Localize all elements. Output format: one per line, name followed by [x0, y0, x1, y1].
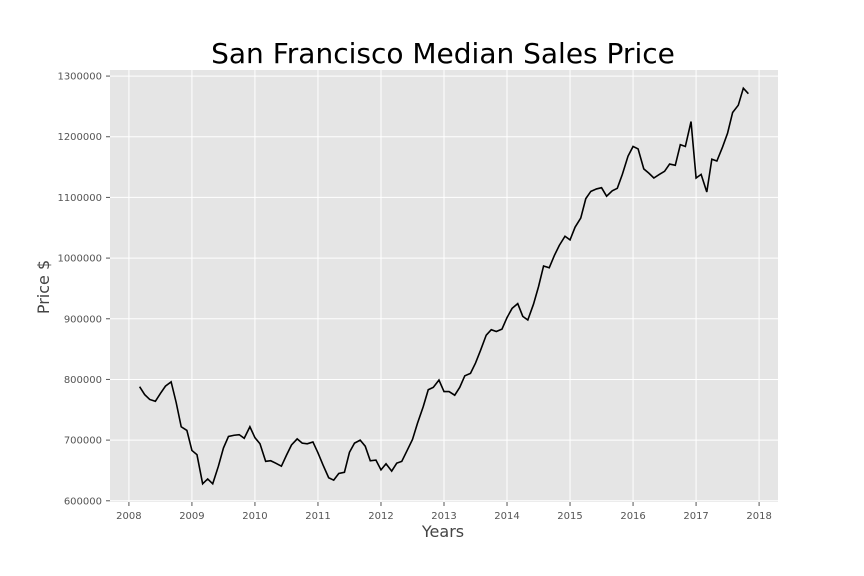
- x-tick-label: 2018: [746, 511, 771, 522]
- y-tick-label: 800000: [64, 375, 102, 386]
- x-tick-label: 2013: [431, 511, 456, 522]
- x-tick-label: 2017: [683, 511, 708, 522]
- y-axis-label: Price $: [34, 260, 53, 314]
- y-axis: 600000 700000 800000 900000 1000000 1100000 12…: [57, 72, 110, 507]
- x-axis: 2008 2009 2010 2011 2012 2013 2014 2015 2016 2017…: [116, 502, 772, 522]
- x-tick-label: 2009: [179, 511, 204, 522]
- y-tick-label: 900000: [64, 314, 102, 325]
- x-tick-label: 2010: [242, 511, 267, 522]
- grid-lines: [110, 70, 778, 502]
- x-tick-label: 2008: [116, 511, 141, 522]
- x-tick-label: 2016: [620, 511, 645, 522]
- x-tick-label: 2012: [368, 511, 393, 522]
- y-tick-label: 1200000: [57, 132, 102, 143]
- x-tick-label: 2015: [557, 511, 582, 522]
- y-tick-label: 600000: [64, 496, 102, 507]
- y-tick-label: 1300000: [57, 72, 102, 83]
- chart-title: San Francisco Median Sales Price: [211, 37, 675, 70]
- x-tick-label: 2014: [494, 511, 519, 522]
- x-tick-label: 2011: [305, 511, 330, 522]
- y-tick-label: 1000000: [57, 254, 102, 265]
- y-tick-label: 700000: [64, 436, 102, 447]
- series-line: [138, 86, 749, 486]
- y-tick-label: 1100000: [57, 193, 102, 204]
- x-axis-label: Years: [421, 522, 464, 541]
